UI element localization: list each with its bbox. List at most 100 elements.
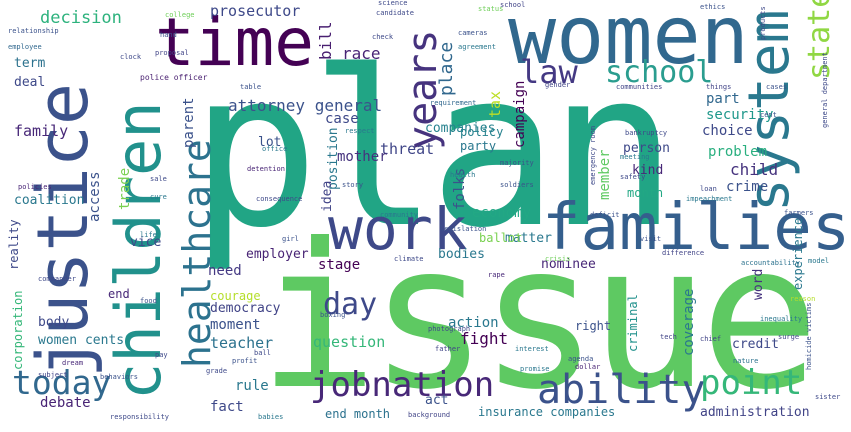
word-case: case xyxy=(325,111,359,127)
word-loan: loan xyxy=(700,185,717,193)
word-kind: kind xyxy=(632,163,664,178)
word-nominee: nominee xyxy=(541,257,596,272)
word-place: place xyxy=(436,41,457,96)
word-tax: tax xyxy=(486,90,504,118)
word-criminal: criminal xyxy=(626,294,640,352)
word-coalition: coalition xyxy=(14,193,85,208)
word-climate: climate xyxy=(394,255,424,263)
word-time: time xyxy=(155,4,314,81)
word-relationship: relationship xyxy=(8,27,59,35)
word-reality: reality xyxy=(7,219,21,270)
word-member: member xyxy=(597,149,613,200)
word-question: question xyxy=(313,333,386,351)
word-rule: rule xyxy=(235,378,269,394)
word-person: person xyxy=(623,141,670,156)
word-body: body xyxy=(38,315,70,330)
word-ball: ball xyxy=(254,349,271,357)
word-agreement: agreement xyxy=(458,43,496,51)
word-candidate: candidate xyxy=(376,9,414,17)
word-credit: credit xyxy=(732,337,779,352)
word-matter: matter xyxy=(505,231,552,246)
word-day: day xyxy=(323,287,378,322)
word-subject: subject xyxy=(38,371,68,379)
word-decision: decision xyxy=(40,8,122,28)
word-moment: moment xyxy=(210,317,261,333)
word-grade: grade xyxy=(206,367,228,375)
word-police-officer: police officer xyxy=(140,73,208,82)
word-stage: stage xyxy=(318,257,361,273)
word-idea: idea xyxy=(320,180,335,212)
word-school-small: school xyxy=(500,1,526,9)
word-month: month xyxy=(627,186,664,200)
word-interest: interest xyxy=(515,345,549,353)
word-pay: pay xyxy=(155,351,168,359)
word-tech: tech xyxy=(660,333,677,341)
word-legislation: legislation xyxy=(440,225,487,233)
word-employer: employer xyxy=(246,247,309,262)
word-accountability: accountability xyxy=(741,259,801,267)
word-women-cents: women cents xyxy=(38,333,125,348)
word-consequence: consequence xyxy=(256,195,303,203)
word-reason: reason xyxy=(790,295,816,303)
word-experience: experience xyxy=(791,217,805,290)
word-homicide-victims: homicide victims xyxy=(805,302,813,370)
word-school: school xyxy=(605,55,714,90)
word-democracy: democracy xyxy=(210,301,281,316)
word-problem: problem xyxy=(708,144,768,160)
word-safety: safety xyxy=(620,173,646,181)
word-employee: employee xyxy=(8,43,42,51)
word-state: state xyxy=(802,0,837,80)
word-photograph: photograph xyxy=(428,325,471,333)
word-boxing: boxing xyxy=(320,311,346,319)
word-term: term xyxy=(14,56,46,71)
word-cent: cent xyxy=(760,111,777,119)
word-farmers: farmers xyxy=(784,209,814,217)
word-agenda: agenda xyxy=(568,355,594,363)
word-detention: detention xyxy=(247,165,285,173)
word-dollar: dollar xyxy=(575,363,601,371)
word-nature: nature xyxy=(733,357,759,365)
word-mother: mother xyxy=(337,149,388,165)
word-families: families xyxy=(542,191,851,265)
word-bodies: bodies xyxy=(438,247,485,262)
word-policy: policy xyxy=(460,125,504,139)
word-requirement: requirement xyxy=(430,99,477,107)
word-race: race xyxy=(342,44,381,63)
word-economy: economy xyxy=(472,205,532,221)
word-policies: policies xyxy=(18,183,52,191)
word-today: today xyxy=(12,363,112,402)
word-deficit: deficit xyxy=(590,211,620,219)
word-ballot: ballot xyxy=(479,231,523,245)
word-difference: difference xyxy=(662,249,705,257)
word-things: things xyxy=(706,83,732,91)
word-issue: issue xyxy=(258,201,820,432)
word-child: child xyxy=(730,160,779,179)
word-parent: parent xyxy=(181,97,197,148)
word-gender: gender xyxy=(545,81,571,89)
word-vice: vice xyxy=(130,235,162,250)
word-ability: ability xyxy=(537,367,706,413)
word-party: party xyxy=(460,139,497,153)
word-law: law xyxy=(520,53,578,91)
word-right: right xyxy=(575,319,612,333)
word-need: need xyxy=(208,263,242,279)
word-corporation: corporation xyxy=(11,290,25,370)
word-hand: hand xyxy=(160,31,177,39)
word-ethics: ethics xyxy=(700,3,726,11)
word-products: products xyxy=(759,6,767,40)
word-behaviors: behaviors xyxy=(100,373,138,381)
word-action: action xyxy=(448,315,499,331)
word-impeachment: impeachment xyxy=(686,195,733,203)
word-security: security xyxy=(706,107,774,123)
word-sister: sister xyxy=(815,393,841,401)
word-health: health xyxy=(450,171,476,179)
word-model: model xyxy=(808,257,830,265)
word-plan: plan xyxy=(190,24,678,275)
word-girl: girl xyxy=(282,235,299,243)
word-teacher: teacher xyxy=(210,334,274,352)
word-babies: babies xyxy=(258,413,284,421)
word-science: science xyxy=(378,0,408,7)
word-prosecutor: prosecutor xyxy=(210,2,301,20)
word-bill: bill xyxy=(316,21,335,60)
